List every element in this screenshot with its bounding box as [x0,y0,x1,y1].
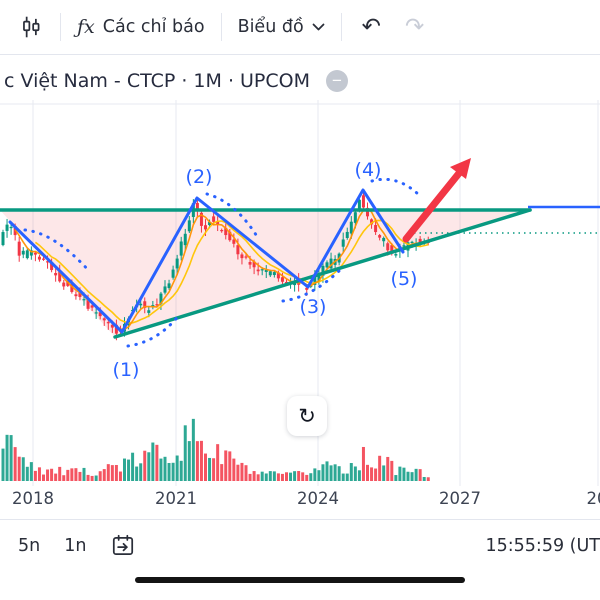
wave-label[interactable]: (5) [391,268,418,290]
elliott-wave-zigzag[interactable] [8,188,405,334]
x-axis-label: 2024 [297,489,339,508]
fx-indicators-icon: ƒx [77,16,95,38]
triangle-pattern-fill[interactable] [0,210,530,337]
toolbar-divider [60,13,61,41]
volume-layer [1,418,430,481]
go-to-date-icon [113,534,134,555]
chart-layout-menu-button[interactable]: Biểu đồ [226,11,337,43]
chart-type-button[interactable] [6,8,56,46]
undo-button[interactable]: ↶ [346,12,397,42]
chevron-down-icon [312,23,325,30]
wave-dotted-arc[interactable] [205,192,260,240]
go-to-date-button[interactable] [100,527,146,565]
wave-dotted-arc[interactable] [23,228,92,274]
symbol-header: c Việt Nam - CTCP · 1M · UPCOM − [4,70,349,92]
wave-label[interactable]: (3) [300,296,327,318]
x-axis-label: 20 [586,489,600,508]
wave-dotted-arc[interactable] [370,177,422,198]
candlestick-chart-icon [23,16,40,38]
refresh-button[interactable]: ↻ [287,396,327,436]
range-1-button[interactable]: 1n [54,530,96,562]
x-axis-label: 2027 [439,489,481,508]
toolbar-divider [340,13,342,41]
support-trendline[interactable] [113,208,532,339]
top-toolbar: ƒx Các chỉ báo Biểu đồ ↶ ↷ [0,0,600,55]
wave-label[interactable]: (1) [113,359,140,381]
breakout-arrow-head[interactable] [450,158,471,179]
bottom-toolbar: 5n 1n 15:55:59 (UT [0,519,600,572]
symbol-title: c Việt Nam - CTCP · 1M · UPCOM [4,70,311,92]
collapse-legend-button[interactable]: − [326,70,349,92]
chart-menu-label: Biểu đồ [237,17,304,37]
range-5-button[interactable]: 5n [8,530,50,562]
x-axis-label: 2021 [155,489,197,508]
wave-dotted-arc[interactable] [126,312,182,348]
x-axis-label: 2018 [12,489,54,508]
wave-label[interactable]: (4) [355,159,382,181]
indicators-label: Các chỉ báo [102,17,205,37]
time-axis[interactable]: 2018 2021 2024 2027 20 [0,489,600,509]
indicators-button[interactable]: ƒx Các chỉ báo [65,10,217,44]
wave-dotted-arc[interactable] [281,268,342,303]
clock-text: 15:55:59 (UT [485,536,600,556]
redo-button[interactable]: ↷ [397,12,432,42]
home-indicator[interactable] [135,577,465,583]
moving-average-line [34,219,429,324]
wave-label[interactable]: (2) [186,166,213,188]
breakout-arrow-shaft[interactable] [402,168,464,243]
toolbar-divider [220,13,222,41]
